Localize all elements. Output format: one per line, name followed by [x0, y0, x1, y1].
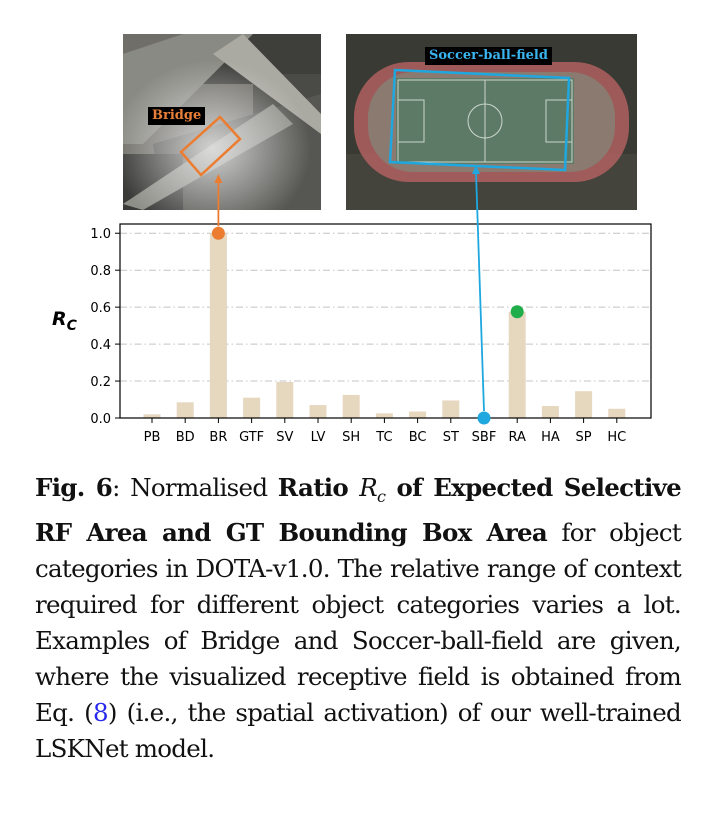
x-tick-label-hc: HC — [607, 430, 626, 445]
soccer-ball-field-label: Soccer-ball-field — [425, 47, 552, 65]
bar-lv — [309, 405, 327, 418]
figure-label: Fig. 6 — [35, 473, 113, 502]
y-tick-label: 0.0 — [90, 412, 111, 427]
y-ticks: 0.0 0.2 0.4 0.6 0.8 1.0 — [90, 227, 120, 427]
caption-bold-1: Ratio — [277, 473, 360, 502]
bar-st — [442, 400, 460, 418]
figure-caption: Fig. 6: Normalised Ratio Rc of Expected … — [35, 470, 682, 767]
y-axis-label: RC — [52, 308, 78, 334]
bar-ha — [541, 405, 559, 418]
bar-sp — [575, 391, 593, 418]
bar-pb — [143, 414, 161, 418]
x-tick-label-ha: HA — [541, 430, 560, 445]
bar-bd — [176, 402, 194, 418]
bar-br — [209, 233, 227, 418]
x-tick-label-sh: SH — [342, 430, 360, 445]
caption-text-2: ) (i.e., the spatial activation) of our … — [35, 697, 682, 763]
caption-math-sub: c — [377, 486, 386, 506]
bar-sv — [276, 381, 294, 418]
x-tick-label-pb: PB — [144, 430, 161, 445]
x-tick-label-bd: BD — [176, 430, 195, 445]
x-tick-label-sp: SP — [576, 430, 592, 445]
bridge-marker — [211, 226, 225, 240]
bar-ra — [508, 311, 526, 418]
x-tick-label-lv: LV — [311, 430, 326, 445]
bars — [143, 233, 626, 418]
x-tick-label-gtf: GTF — [239, 430, 264, 445]
y-axis-label-sub: C — [67, 318, 78, 334]
bar-bc — [409, 411, 427, 418]
bridge-bounding-box — [179, 115, 242, 177]
y-tick-label: 0.4 — [90, 338, 111, 353]
y-axis-label-main: R — [52, 308, 67, 330]
bar-tc — [375, 413, 393, 418]
x-tick-label-ra: RA — [508, 430, 526, 445]
bridge-arrowhead — [214, 174, 223, 183]
x-tick-label-br: BR — [209, 430, 227, 445]
x-tick-label-tc: TC — [375, 430, 392, 445]
bridge-label: Bridge — [148, 107, 206, 125]
x-tick-label-sv: SV — [276, 430, 293, 445]
bridge-image: Bridge — [123, 34, 321, 210]
bar-sh — [342, 394, 360, 418]
x-ticks: PB BD BR GTF SV LV SH TC BC ST SBF RA HA SP HC — [144, 418, 626, 445]
axes-frame — [119, 223, 652, 419]
caption-bold-2: of Expected Selective RF Area and GT Bou… — [35, 473, 682, 547]
equation-reference-link[interactable]: 8 — [92, 697, 109, 727]
caption-text-1: for object categories in DOTA-v1.0. The … — [35, 517, 682, 727]
soccer-ball-field-image: Soccer-ball-field — [346, 34, 637, 210]
sbf-marker — [477, 411, 491, 425]
caption-sep: : Normalised — [112, 473, 278, 502]
annotation-overlays — [179, 68, 571, 425]
caption-math-r: R — [359, 473, 378, 502]
bar-hc — [608, 408, 626, 418]
sbf-connector-line — [475, 171, 485, 412]
y-tick-label: 0.2 — [90, 375, 111, 390]
y-tick-label: 0.8 — [90, 264, 111, 279]
y-tick-label: 1.0 — [90, 227, 111, 242]
y-tick-label: 0.6 — [90, 301, 111, 316]
x-tick-label-sbf: SBF — [472, 430, 497, 445]
rc-bar-chart: 0.0 0.2 0.4 0.6 0.8 1.0 PB BD BR GTF SV LV SH TC BC ST… — [52, 68, 652, 445]
soccer-ball-field-bounding-box — [388, 68, 571, 172]
ra-marker — [510, 305, 524, 319]
x-tick-label-st: ST — [443, 430, 459, 445]
x-tick-label-bc: BC — [409, 430, 427, 445]
grid-lines — [120, 232, 651, 382]
bar-gtf — [243, 397, 261, 418]
sbf-arrowhead — [472, 165, 480, 174]
